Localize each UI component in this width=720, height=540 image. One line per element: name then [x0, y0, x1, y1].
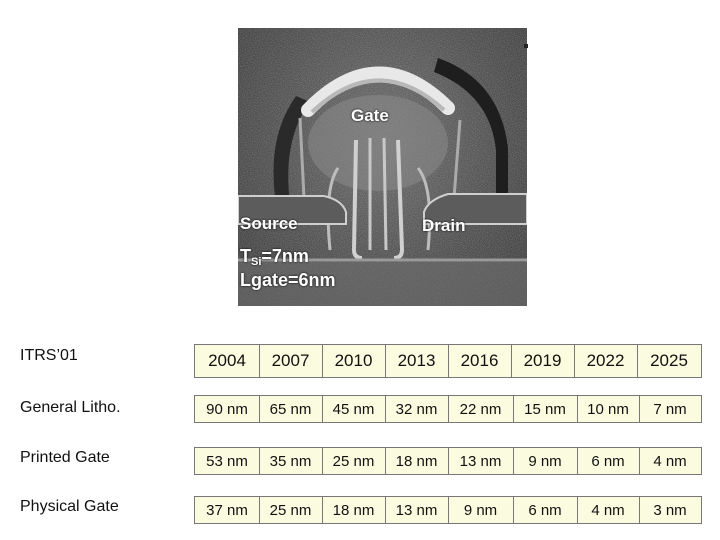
value-cell: 7 nm [653, 400, 687, 418]
value-cell: 53 nm [195, 448, 260, 474]
printed-gate-row: 53 nm 35 nm 25 nm 18 nm 13 nm 9 nm 6 nm … [194, 447, 702, 475]
general-litho-row: 90 nm 65 nm 45 nm 32 nm 22 nm 15 nm 10 n… [194, 395, 702, 423]
year-cell: 2022 [574, 345, 638, 377]
value-cell: 25 nm [259, 497, 323, 523]
value-cell: 15 nm [513, 396, 578, 422]
value-cell: 3 nm [653, 501, 687, 519]
value-cell: 32 nm [385, 396, 449, 422]
year-cell: 2007 [259, 345, 323, 377]
value-cell: 6 nm [513, 497, 578, 523]
year-cell: 2016 [448, 345, 512, 377]
gate-label: Gate [351, 106, 389, 125]
value-cell: 65 nm [259, 396, 323, 422]
tsi-label: TSi=7nm [240, 246, 309, 268]
sem-micrograph: Gate Source Drain TSi=7nm Lgate=6nm [238, 28, 527, 306]
lgate-label: Lgate=6nm [240, 270, 336, 290]
physical-gate-row: 37 nm 25 nm 18 nm 13 nm 9 nm 6 nm 4 nm 3… [194, 496, 702, 524]
value-cell: 37 nm [195, 497, 260, 523]
value-cell: 9 nm [513, 448, 578, 474]
row-label-itrs: ITRS’01 [20, 347, 78, 364]
value-cell: 22 nm [448, 396, 514, 422]
transistor-cross-section [238, 28, 527, 306]
value-cell: 13 nm [385, 497, 449, 523]
value-cell: 45 nm [322, 396, 386, 422]
year-cell: 2019 [511, 345, 575, 377]
row-label-printed-gate: Printed Gate [20, 449, 110, 466]
year-cell: 2004 [195, 345, 260, 377]
source-label: Source [240, 214, 298, 233]
value-cell: 25 nm [322, 448, 386, 474]
year-cell: 2025 [650, 351, 688, 370]
year-cell: 2013 [385, 345, 449, 377]
value-cell: 18 nm [385, 448, 449, 474]
value-cell: 35 nm [259, 448, 323, 474]
value-cell: 6 nm [577, 448, 640, 474]
value-cell: 18 nm [322, 497, 386, 523]
value-cell: 4 nm [653, 452, 687, 470]
year-row: 2004 2007 2010 2013 2016 2019 2022 2025 [194, 344, 702, 378]
corner-mark [524, 44, 528, 48]
value-cell: 9 nm [448, 497, 514, 523]
value-cell: 4 nm [577, 497, 640, 523]
row-label-physical-gate: Physical Gate [20, 498, 119, 515]
value-cell: 13 nm [448, 448, 514, 474]
drain-label: Drain [422, 216, 466, 235]
value-cell: 10 nm [577, 396, 640, 422]
row-label-general-litho: General Litho. [20, 399, 121, 416]
year-cell: 2010 [322, 345, 386, 377]
value-cell: 90 nm [195, 396, 260, 422]
